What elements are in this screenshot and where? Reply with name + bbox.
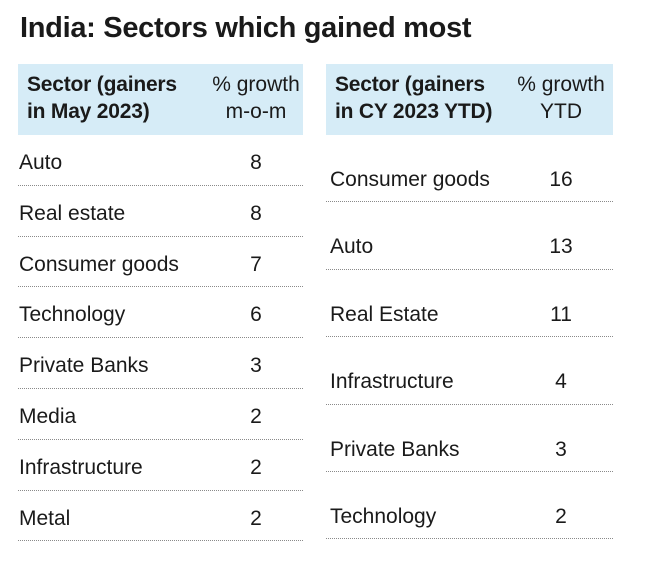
table-may-2023: Sector (gainers in May 2023) % growth m-… (18, 64, 303, 542)
row-sector: Consumer goods (330, 168, 490, 191)
row-sector: Metal (19, 506, 71, 530)
table-row: Technology 2 (326, 472, 613, 540)
table-row: Media 2 (18, 389, 303, 440)
row-value: 3 (555, 437, 567, 461)
chart-title: India: Sectors which gained most (20, 12, 472, 44)
row-value: 8 (250, 201, 262, 225)
row-value: 8 (250, 151, 262, 174)
row-sector: Private Banks (19, 354, 149, 378)
table-row: Consumer goods 16 (326, 135, 613, 203)
header-growth: % growth YTD (506, 71, 616, 125)
header-growth-line2: m-o-m (225, 100, 287, 123)
row-sector: Real Estate (330, 302, 439, 326)
row-value: 16 (549, 168, 573, 191)
row-value: 13 (549, 235, 573, 259)
header-sector-line1: Sector (gainers (335, 73, 485, 96)
table-row: Private Banks 3 (326, 405, 613, 472)
header-sector: Sector (gainers in CY 2023 YTD) (335, 71, 492, 125)
row-sector: Infrastructure (19, 455, 143, 479)
header-growth-line1: % growth (517, 73, 605, 96)
header-growth-line2: YTD (540, 100, 582, 123)
header-sector: Sector (gainers in May 2023) (27, 71, 177, 125)
row-sector: Auto (330, 235, 374, 259)
row-sector: Media (19, 404, 77, 428)
row-sector: Infrastructure (330, 370, 454, 394)
row-sector: Private Banks (330, 437, 460, 461)
header-sector-line1: Sector (gainers (27, 73, 177, 96)
row-value: 7 (250, 252, 262, 276)
row-value: 3 (250, 354, 262, 378)
row-sector: Auto (19, 151, 63, 174)
table-row: Infrastructure 4 (326, 337, 613, 405)
row-value: 11 (550, 302, 572, 326)
table-row: Auto 8 (18, 135, 303, 186)
table-cy-2023-ytd: Sector (gainers in CY 2023 YTD) % growth… (326, 64, 613, 540)
row-sector: Real estate (19, 201, 126, 225)
table-header: Sector (gainers in May 2023) % growth m-… (18, 64, 303, 135)
row-value: 2 (250, 506, 262, 530)
row-value: 2 (250, 404, 262, 428)
row-value: 4 (555, 370, 567, 394)
table-row: Auto 13 (326, 202, 613, 270)
row-value: 2 (250, 455, 262, 479)
table-header: Sector (gainers in CY 2023 YTD) % growth… (326, 64, 613, 135)
header-growth-line1: % growth (212, 73, 300, 96)
row-sector: Consumer goods (19, 252, 179, 276)
row-sector: Technology (19, 303, 126, 327)
row-value: 2 (555, 504, 567, 528)
table-row: Private Banks 3 (18, 338, 303, 389)
row-sector: Technology (330, 504, 437, 528)
table-row: Infrastructure 2 (18, 440, 303, 491)
header-growth: % growth m-o-m (201, 71, 311, 125)
table-row: Real Estate 11 (326, 270, 613, 338)
table-row: Metal 2 (18, 491, 303, 542)
header-sector-line2: in CY 2023 YTD) (335, 100, 493, 123)
table-row: Real estate 8 (18, 186, 303, 237)
table-row: Consumer goods 7 (18, 237, 303, 288)
header-sector-line2: in May 2023) (27, 100, 150, 123)
table-row: Technology 6 (18, 287, 303, 339)
row-value: 6 (250, 303, 262, 327)
